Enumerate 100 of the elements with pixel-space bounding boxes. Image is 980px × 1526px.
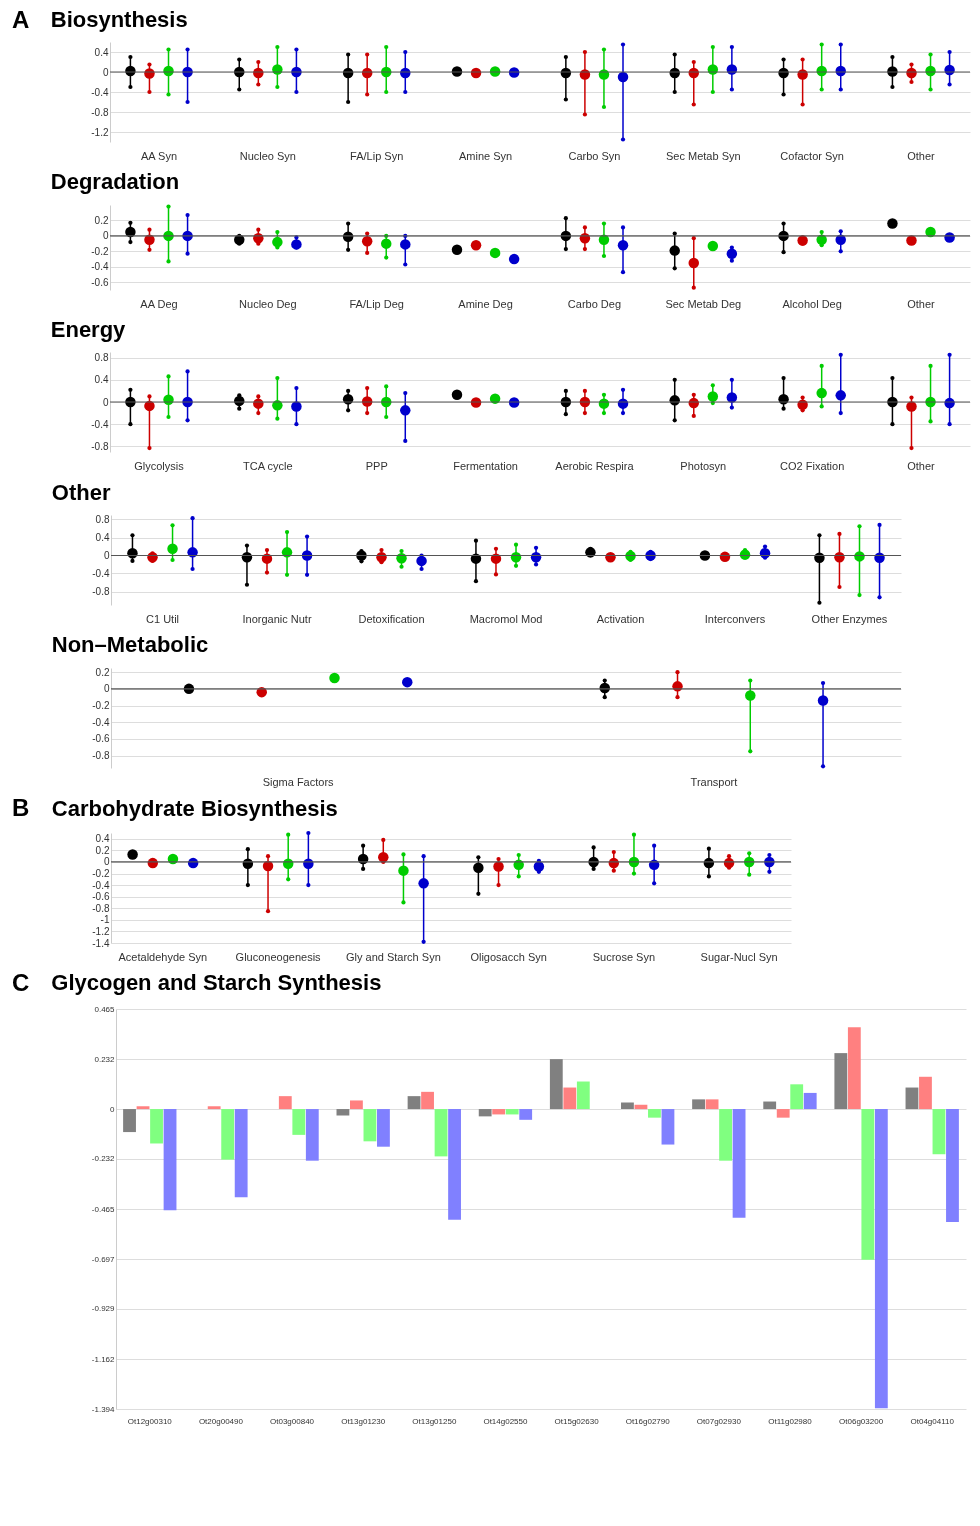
x-tick-label: Interconvers [704,612,766,625]
y-tick-label: 0 [103,683,110,695]
x-tick-label: Ot14g02550 [483,1416,528,1426]
y-tick-label: -0.4 [91,86,109,98]
y-tick-label: -0.4 [92,568,110,579]
text: A [12,6,30,33]
y-tick-label: 0 [102,396,109,408]
x-tick-label: Ot15g02630 [554,1416,600,1426]
x-tick-label: Other Enzymes [811,612,888,625]
y-tick-label: -1.2 [91,126,109,138]
text: B [12,794,30,821]
y-tick-label: 0.4 [94,374,109,386]
y-tick-label: 0 [103,856,110,868]
x-tick-label: Alcohol Deg [782,297,842,310]
x-tick-label: Other [907,459,936,472]
chart-title: Non–Metabolic [51,632,209,658]
y-tick-label: -0.8 [92,586,110,597]
x-tick-label: Sugar-Nucl Syn [700,950,778,963]
y-tick-label: -0.6 [92,733,110,745]
x-tick-label: FA/Lip Deg [349,297,404,310]
y-tick-label: 0 [102,66,109,78]
x-tick-label: Activation [596,612,645,625]
y-tick-label: -0.8 [92,750,110,761]
x-tick-label: CO2 Fixation [780,459,845,472]
y-tick-label: 0.2 [95,844,110,856]
x-tick-label: Nucleo Deg [239,297,297,310]
y-tick-label: 0 [110,1104,116,1114]
x-tick-label: Amine Deg [458,297,513,310]
y-tick-label: 0.4 [95,833,110,845]
text: C [12,969,30,996]
y-tick-label: -1.162 [91,1354,116,1364]
y-tick-label: -0.465 [91,1204,116,1214]
chart-title: Glycogen and Starch Synthesis [51,970,382,995]
x-tick-label: Macromol Mod [469,612,543,625]
x-tick-label: Sec Metab Syn [665,149,741,162]
x-tick-label: Photosyn [680,459,727,472]
y-tick-label: -1.4 [92,937,110,949]
y-tick-label: 0.232 [94,1054,116,1064]
y-tick-label: -0.929 [91,1304,116,1314]
y-tick-label: 0.4 [95,532,110,543]
y-tick-label: -0.4 [91,261,109,273]
chart-title: Degradation [50,169,180,195]
x-tick-label: PPP [365,459,388,472]
y-tick-label: 0.465 [94,1004,116,1014]
y-tick-label: -1.394 [91,1404,116,1414]
x-tick-label: Gluconeogenesis [235,950,322,963]
x-tick-label: C1 Util [146,612,180,625]
x-tick-label: Ot13g01230 [341,1416,386,1426]
y-tick-label: -0.4 [92,716,110,728]
x-tick-label: Aerobic Respira [555,459,635,472]
x-tick-label: Sucrose Syn [592,950,656,963]
x-tick-label: Amine Syn [458,149,513,162]
y-tick-label: 0.4 [94,46,109,58]
y-tick-label: -0.6 [91,276,109,288]
y-tick-label: 0.2 [95,666,110,678]
y-tick-label: -0.6 [92,891,110,903]
y-tick-label: 0.2 [94,214,109,226]
x-tick-label: Glycolysis [134,459,185,472]
x-tick-label: Gly and Starch Syn [345,950,441,963]
y-tick-label: -1.2 [92,925,110,937]
y-tick-label: -0.697 [91,1254,116,1264]
y-tick-label: -0.8 [91,440,109,452]
x-tick-label: Ot20g00490 [198,1416,244,1426]
y-tick-label: 0.8 [95,514,110,525]
x-tick-label: Acetaldehyde Syn [118,950,208,963]
y-tick-label: -0.2 [92,700,110,711]
x-tick-label: Detoxification [358,612,425,625]
x-tick-label: Transport [690,775,738,788]
x-tick-label: Ot16g02790 [625,1416,671,1426]
x-tick-label: Ot11g02980 [768,1416,813,1426]
y-tick-label: -0.8 [92,902,110,914]
x-tick-label: Ot12g00310 [127,1416,173,1426]
y-tick-label: -0.2 [91,245,109,257]
chart-title: Biosynthesis [50,7,188,32]
x-tick-label: Fermentation [453,459,518,472]
x-tick-label: TCA cycle [243,459,293,472]
x-tick-label: FA/Lip Syn [350,149,404,162]
x-tick-label: Inorganic Nutr [242,612,312,625]
x-tick-label: Other [907,297,936,310]
x-tick-label: Carbo Syn [568,149,621,162]
y-tick-label: 0.8 [94,352,109,364]
chart-title: Other [51,479,111,505]
y-tick-label: -0.4 [92,879,110,891]
x-tick-label: Ot04g04110 [910,1416,955,1426]
x-tick-label: Ot13g01250 [412,1416,457,1426]
chart-title: Carbohydrate Biosynthesis [51,795,338,821]
y-tick-label: -0.4 [91,418,109,430]
x-tick-label: Other [907,149,936,162]
x-tick-label: Ot03g00840 [270,1416,315,1426]
x-tick-label: Carbo Deg [567,297,622,310]
x-tick-label: AA Syn [140,149,178,162]
chart-title: Energy [50,317,127,342]
y-tick-label: -0.2 [92,868,110,880]
x-tick-label: Ot06g03200 [839,1416,884,1426]
y-tick-label: -0.232 [91,1154,116,1164]
x-tick-label: Oligosacch Syn [470,950,547,963]
x-tick-label: Sec Metab Deg [665,297,742,310]
x-tick-label: Nucleo Syn [239,149,296,162]
x-tick-label: AA Deg [140,297,178,310]
y-tick-label: -1 [100,914,110,926]
